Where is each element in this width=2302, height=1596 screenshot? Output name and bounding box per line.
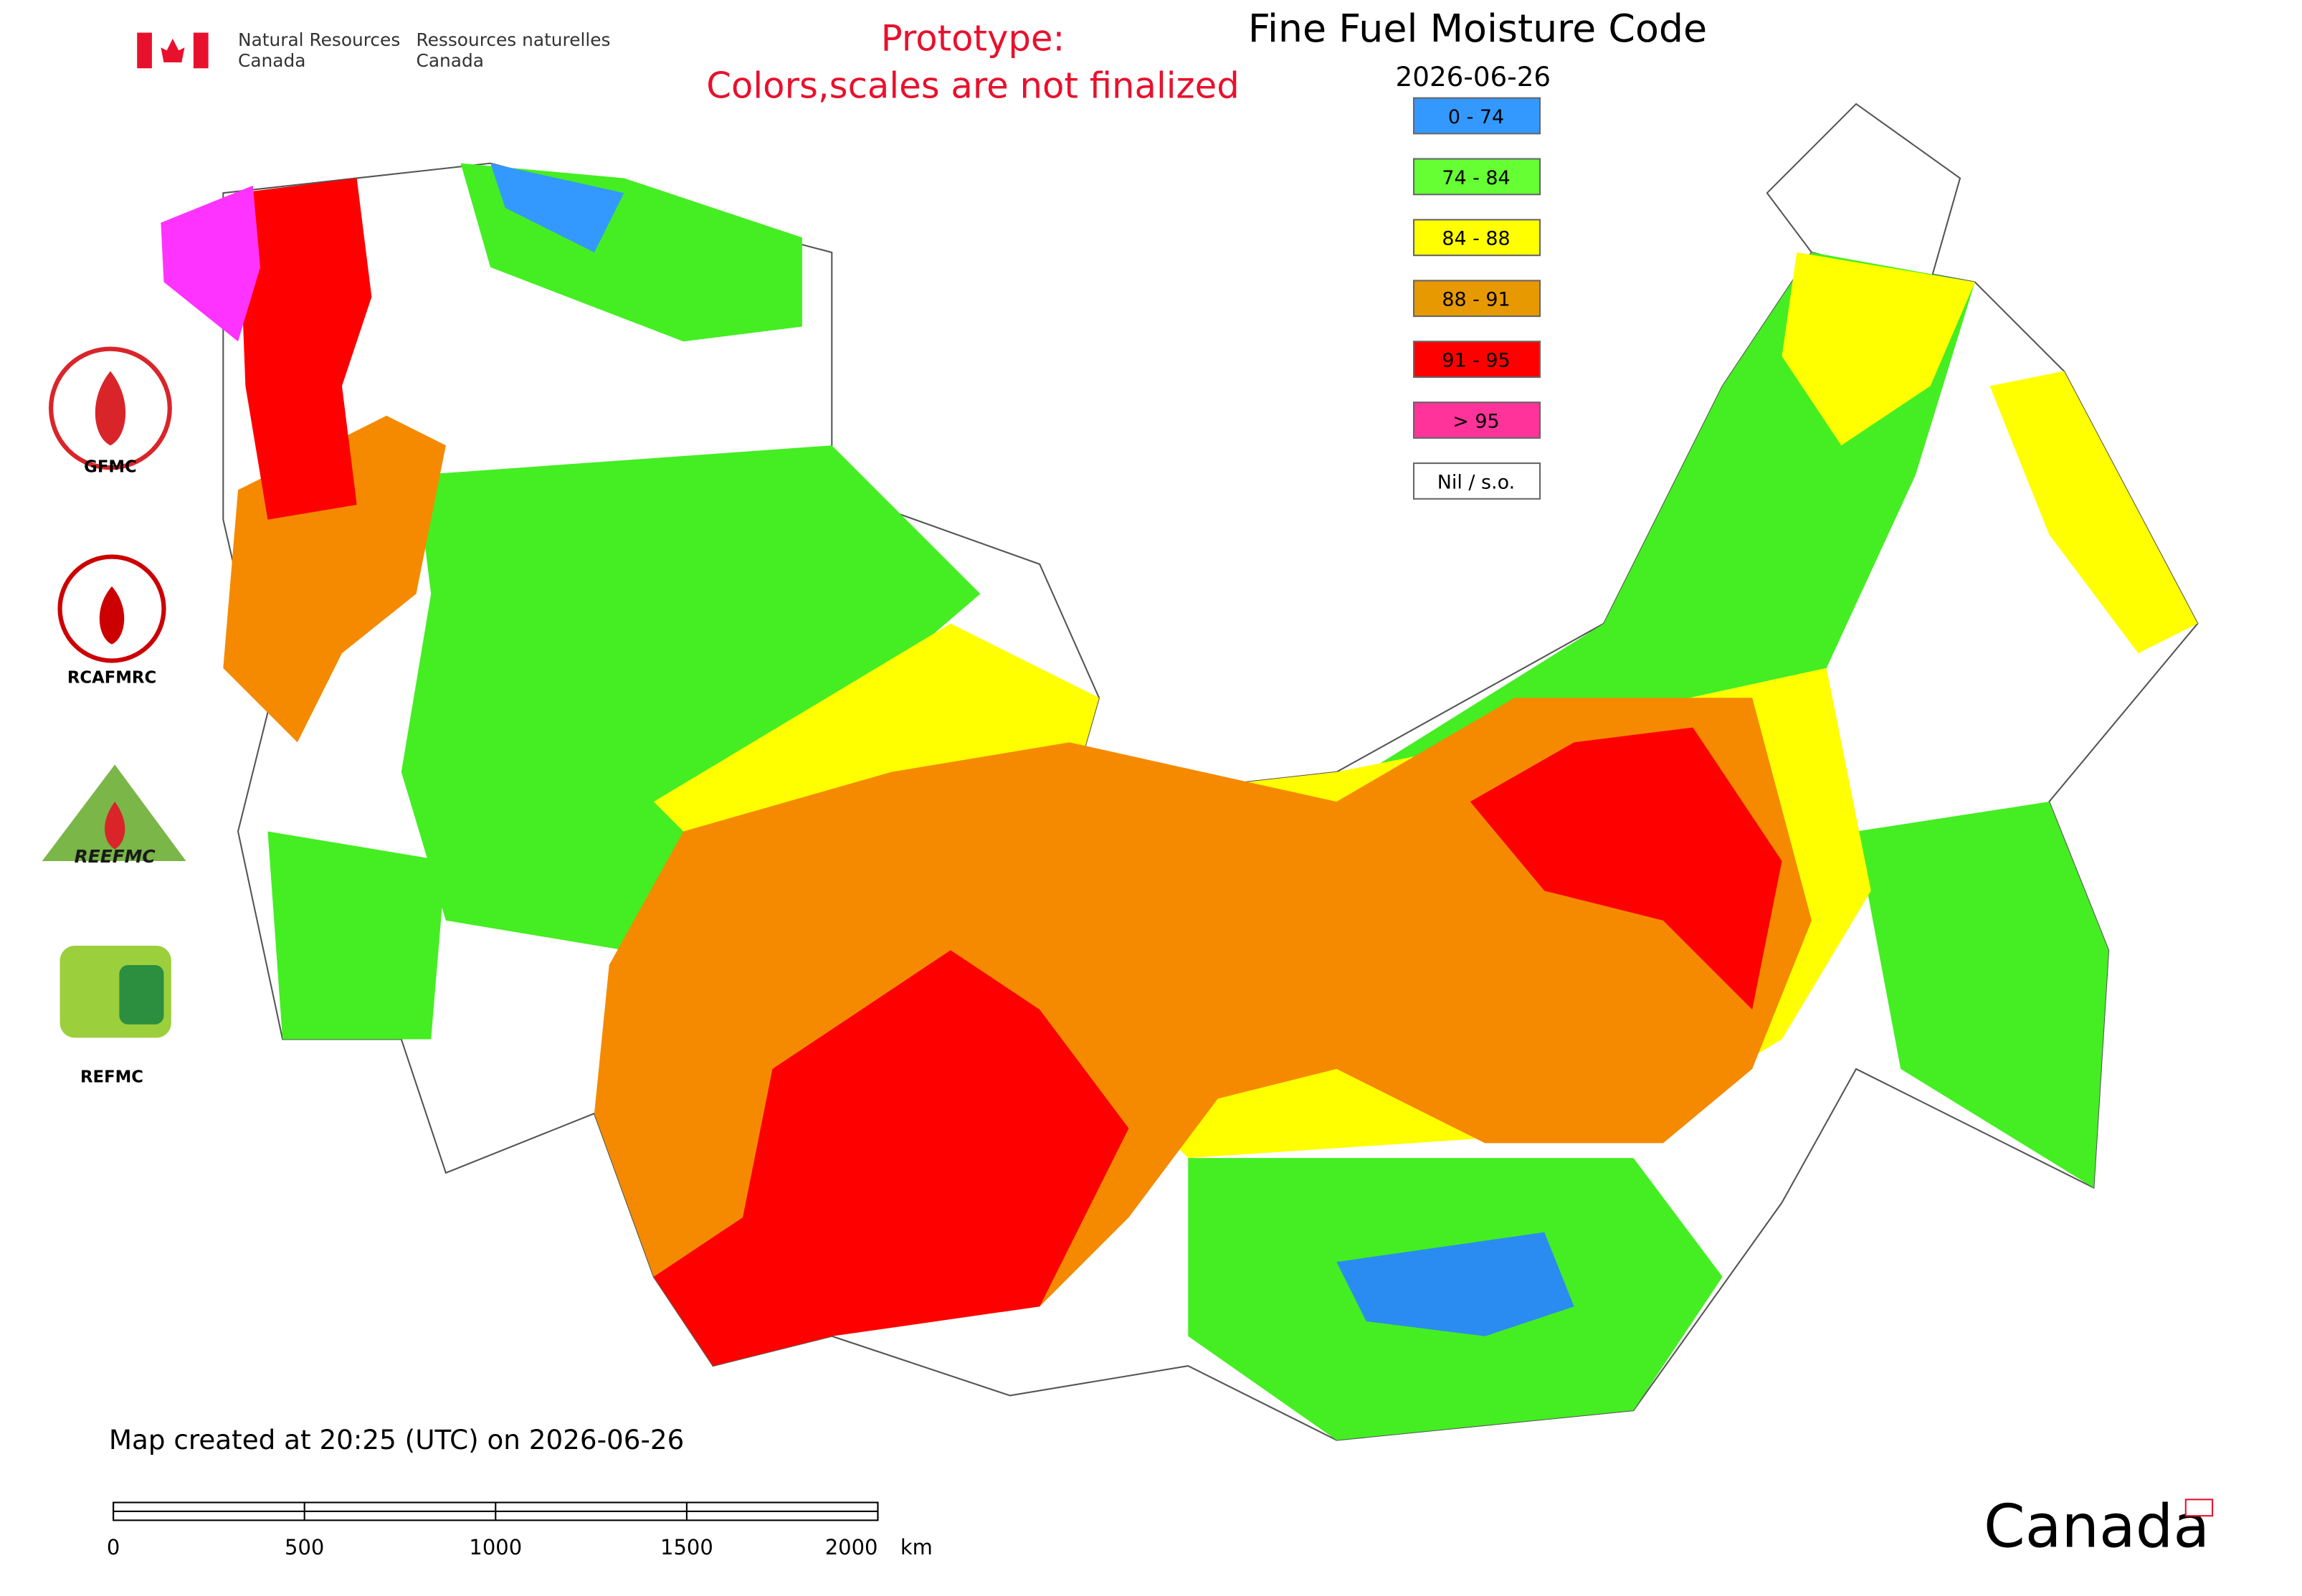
scale-tick-label: 1500 xyxy=(660,1535,713,1559)
scale-tick-label: 2000 xyxy=(825,1535,878,1559)
created-note: Map created at 20:25 (UTC) on 2026-06-26 xyxy=(109,1424,684,1455)
logo-refmc xyxy=(60,946,171,1038)
scale-tick-label: 1000 xyxy=(469,1535,522,1559)
logo-label: REFMC xyxy=(80,1068,143,1087)
canada-flag xyxy=(137,32,209,69)
legend-swatch xyxy=(1412,219,1541,257)
scale-unit: km xyxy=(900,1535,933,1559)
wordmark-flag xyxy=(2184,1498,2214,1517)
map-date: 2026-06-26 xyxy=(1396,61,1551,92)
legend-label: 74 - 84 xyxy=(1442,167,1510,189)
legend-label: 0 - 74 xyxy=(1448,106,1504,128)
department-en: Natural Resources xyxy=(238,29,400,50)
legend-label: 91 - 95 xyxy=(1442,349,1510,371)
country-en: Canada xyxy=(238,50,305,71)
logo-label: RCAFMRC xyxy=(67,669,156,688)
legend-swatch xyxy=(1412,402,1541,439)
legend-label: Nil / s.o. xyxy=(1437,471,1515,493)
notice-line1: Prototype: xyxy=(881,17,1065,59)
department-fr: Ressources naturelles xyxy=(417,29,611,50)
legend-swatch xyxy=(1412,97,1541,135)
scale-tick-label: 500 xyxy=(285,1535,324,1559)
legend-label: 84 - 88 xyxy=(1442,228,1510,250)
logo-label: REEFMC xyxy=(75,846,156,867)
logo-reefmc xyxy=(42,764,186,862)
logo-rcafmrc xyxy=(57,554,166,663)
legend-label: 88 - 91 xyxy=(1442,289,1510,311)
country-fr: Canada xyxy=(417,50,484,71)
ffmc-regions xyxy=(161,163,2198,1440)
legend-swatch xyxy=(1412,158,1541,196)
legend-label: > 95 xyxy=(1452,410,1499,432)
canada-wordmark: Canada xyxy=(1984,1492,2210,1562)
legend: 0 - 74 74 - 84 84 - 88 88 - 91 91 - 95 > 95 Ni… xyxy=(1412,97,1541,500)
logo-gfmc xyxy=(49,346,172,470)
map-title: Fine Fuel Moisture Code xyxy=(1248,6,1707,51)
legend-swatch xyxy=(1412,341,1541,378)
legend-swatch xyxy=(1412,462,1541,500)
scale-bar: 0 500 1000 1500 2000 km xyxy=(107,1501,933,1559)
scale-tick-label: 0 xyxy=(107,1535,120,1559)
legend-swatch xyxy=(1412,280,1541,318)
notice-line2: Colors,scales are not finalized xyxy=(706,65,1239,107)
logo-label: GFMC xyxy=(84,457,137,476)
